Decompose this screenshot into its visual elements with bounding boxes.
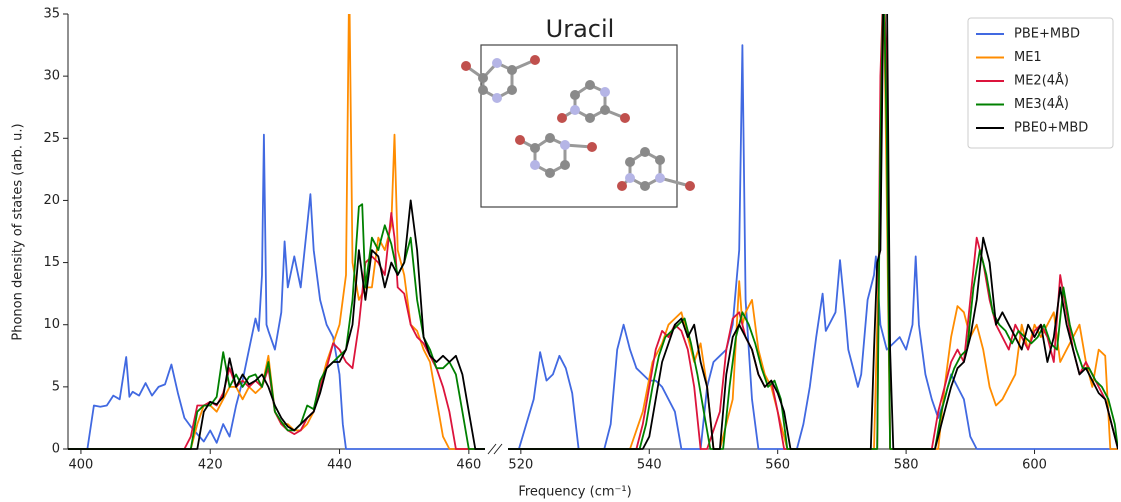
legend-label: ME3(4Å): [1014, 96, 1069, 112]
y-tick-label: 25: [43, 131, 60, 146]
y-tick-label: 10: [43, 317, 60, 332]
axis-break: [488, 444, 502, 454]
series-group: [87, 135, 485, 449]
y-tick-label: 15: [43, 255, 60, 270]
chart: Uracil Frequency (cm⁻¹) Phonon density o…: [0, 0, 1121, 502]
legend-label: PBE0+MBD: [1014, 121, 1088, 136]
x-tick-label: 460: [456, 458, 481, 473]
y-tick-label: 0: [52, 442, 60, 457]
x-tick-label: 580: [894, 458, 919, 473]
series-line: [87, 135, 485, 449]
y-tick-label: 20: [43, 193, 60, 208]
y-tick-label: 30: [43, 69, 60, 84]
x-axis-label: Frequency (cm⁻¹): [518, 485, 631, 500]
x-tick-label: 520: [508, 458, 533, 473]
y-tick-label: 5: [52, 379, 60, 394]
x-tick-label: 440: [327, 458, 352, 473]
x-tick-label: 540: [637, 458, 662, 473]
x-tick-label: 420: [198, 458, 223, 473]
y-tick-label: 35: [43, 7, 60, 22]
legend-label: ME1: [1014, 50, 1042, 65]
series-line: [68, 0, 485, 449]
y-axis-label: Phonon density of states (arb. u.): [11, 123, 26, 340]
x-tick-label: 600: [1022, 458, 1047, 473]
legend-label: PBE+MBD: [1014, 27, 1080, 42]
series-line: [68, 200, 485, 449]
x-tick-label: 400: [69, 458, 94, 473]
inset-image: [461, 45, 695, 207]
series-group: [68, 0, 485, 449]
chart-title: Uracil: [546, 15, 615, 43]
series-group: [68, 200, 485, 449]
x-tick-label: 560: [765, 458, 790, 473]
legend-label: ME2(4Å): [1014, 73, 1069, 89]
